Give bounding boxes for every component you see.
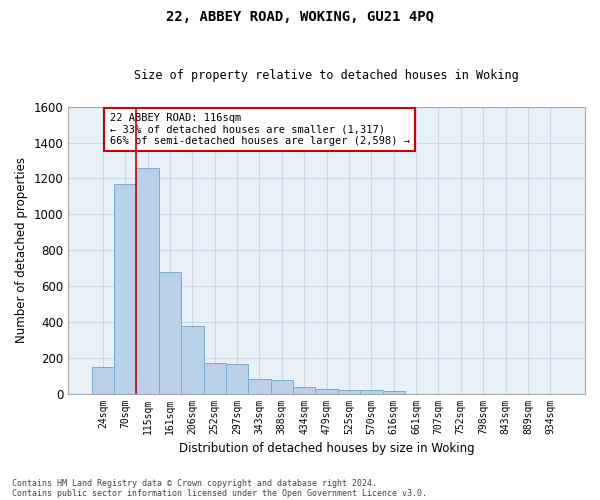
Bar — [360, 390, 383, 394]
Bar — [338, 390, 360, 394]
Title: Size of property relative to detached houses in Woking: Size of property relative to detached ho… — [134, 69, 519, 82]
Bar — [159, 272, 181, 394]
Y-axis label: Number of detached properties: Number of detached properties — [15, 157, 28, 343]
Bar — [92, 366, 114, 394]
Bar — [203, 363, 226, 394]
Bar — [181, 326, 203, 394]
X-axis label: Distribution of detached houses by size in Woking: Distribution of detached houses by size … — [179, 442, 475, 455]
Bar — [114, 184, 136, 394]
Bar — [316, 388, 338, 394]
Bar — [271, 380, 293, 394]
Bar — [226, 364, 248, 394]
Bar — [248, 379, 271, 394]
Text: Contains HM Land Registry data © Crown copyright and database right 2024.: Contains HM Land Registry data © Crown c… — [12, 478, 377, 488]
Text: 22, ABBEY ROAD, WOKING, GU21 4PQ: 22, ABBEY ROAD, WOKING, GU21 4PQ — [166, 10, 434, 24]
Text: Contains public sector information licensed under the Open Government Licence v3: Contains public sector information licen… — [12, 488, 427, 498]
Bar — [383, 391, 405, 394]
Text: 22 ABBEY ROAD: 116sqm
← 33% of detached houses are smaller (1,317)
66% of semi-d: 22 ABBEY ROAD: 116sqm ← 33% of detached … — [110, 113, 410, 146]
Bar — [293, 388, 316, 394]
Bar — [136, 168, 159, 394]
